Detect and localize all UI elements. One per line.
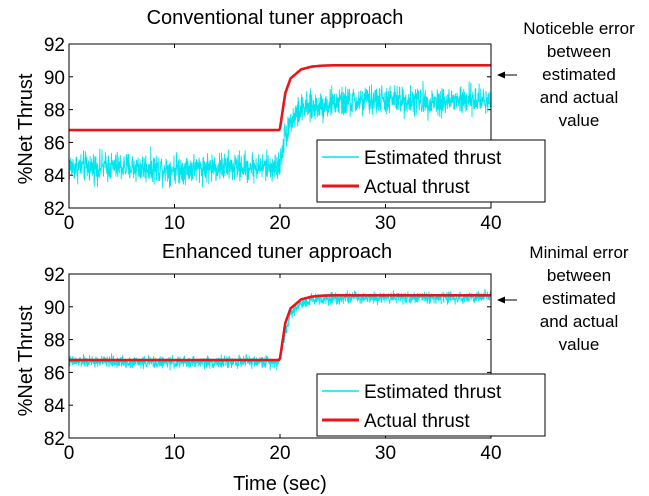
x-tick-label: 10 (164, 443, 185, 464)
annotation-line: Minimal error (529, 243, 629, 262)
y-tick-label: 88 (44, 331, 65, 352)
annotation: Noticeble error between estimated and ac… (497, 19, 635, 130)
y-tick-label: 82 (44, 199, 65, 220)
annotation: Minimal error between estimated and actu… (497, 243, 629, 354)
y-tick-label: 82 (44, 429, 65, 450)
y-tick-label: 86 (44, 133, 65, 154)
legend: Estimated thrust Actual thrust (316, 373, 546, 437)
x-tick-label: 40 (480, 443, 501, 464)
y-tick-label: 84 (44, 396, 66, 417)
legend-label-estimated: Estimated thrust (364, 148, 502, 169)
annotation-arrowhead (497, 71, 505, 79)
tick-labels: 0 10 20 30 40 82 84 86 88 90 92 (44, 265, 502, 464)
tick-labels: 0 10 20 30 40 82 84 86 88 90 92 (44, 35, 502, 234)
y-axis-label: %Net Thrust (15, 73, 37, 184)
legend-box (316, 373, 546, 437)
series-line-estimated-thrust (68, 81, 492, 189)
y-tick-label: 84 (44, 166, 66, 187)
legend-label-actual: Actual thrust (364, 177, 470, 198)
plot-area (68, 64, 492, 189)
axes-box (68, 43, 492, 209)
panel-conventional: Conventional tuner approach %Net Thrust … (15, 7, 635, 234)
chart-title: Conventional tuner approach (147, 7, 404, 29)
y-tick-label: 90 (44, 298, 65, 319)
series-line-actual-thrust (68, 64, 492, 132)
plot-area (68, 288, 492, 371)
y-tick-label: 92 (44, 35, 65, 56)
legend-box (316, 139, 546, 203)
series-line-actual-thrust (68, 294, 492, 362)
annotation-line: estimated (542, 289, 616, 308)
x-tick-label: 40 (480, 213, 501, 234)
x-tick-label: 30 (375, 443, 396, 464)
annotation-line: and actual (540, 88, 618, 107)
annotation-arrowhead (497, 296, 505, 304)
legend-label-estimated: Estimated thrust (364, 382, 502, 403)
x-tick-label: 30 (375, 213, 396, 234)
x-tick-label: 0 (64, 213, 75, 234)
axes-box (68, 273, 492, 439)
annotation-line: estimated (542, 65, 616, 84)
x-tick-label: 0 (64, 443, 75, 464)
y-axis-label: %Net Thrust (15, 305, 37, 416)
annotation-line: value (559, 111, 600, 130)
annotation-line: between (547, 266, 611, 285)
legend-label-actual: Actual thrust (364, 411, 470, 432)
y-tick-label: 90 (44, 68, 65, 89)
y-tick-label: 88 (44, 101, 65, 122)
annotation-line: Noticeble error (523, 19, 635, 38)
x-tick-label: 20 (269, 213, 290, 234)
y-tick-label: 92 (44, 265, 65, 286)
chart-title: Enhanced tuner approach (162, 241, 392, 263)
x-tick-label: 10 (164, 213, 185, 234)
x-axis-label: Time (sec) (233, 473, 327, 495)
panel-enhanced: Enhanced tuner approach %Net Thrust Time… (15, 241, 629, 495)
annotation-line: between (547, 42, 611, 61)
legend: Estimated thrust Actual thrust (316, 139, 546, 203)
x-tick-label: 20 (269, 443, 290, 464)
y-tick-label: 86 (44, 363, 65, 384)
annotation-line: value (559, 335, 600, 354)
annotation-line: and actual (540, 312, 618, 331)
